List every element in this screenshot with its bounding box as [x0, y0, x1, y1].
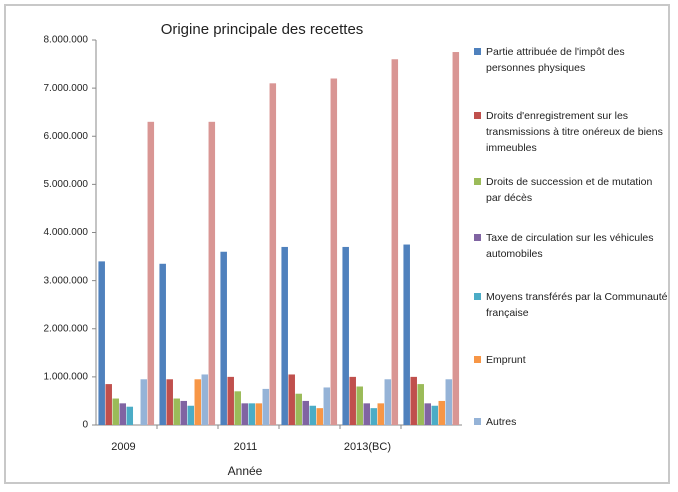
legend-swatch: [474, 293, 481, 300]
bar: [166, 379, 173, 425]
y-tick-label: 5.000.000: [44, 179, 89, 190]
bar: [227, 376, 234, 425]
legend-item: Partie attribuée de l'impôt des personne…: [474, 44, 669, 76]
bar: [316, 408, 324, 425]
y-tick-label: 4.000.000: [44, 227, 89, 238]
bar: [159, 263, 166, 425]
frame: [4, 4, 670, 484]
bar: [431, 405, 439, 425]
bar: [424, 403, 431, 425]
x-tick-label: 2011: [234, 441, 258, 453]
y-tick-label: 3.000.000: [44, 275, 89, 286]
bar: [391, 59, 399, 425]
legend-swatch: [474, 178, 481, 185]
bar: [452, 52, 460, 425]
legend-label: Partie attribuée de l'impôt des personne…: [486, 46, 625, 74]
bar: [309, 405, 317, 425]
bar: [403, 244, 410, 425]
bar: [262, 388, 270, 425]
legend-item: Moyens transférés par la Communauté fran…: [474, 289, 669, 321]
bar: [356, 386, 363, 425]
bar: [349, 376, 356, 425]
bar: [147, 121, 155, 425]
bar: [201, 374, 209, 425]
legend-swatch: [474, 356, 481, 363]
bar: [220, 251, 227, 425]
bar: [255, 403, 263, 425]
bar: [126, 406, 134, 425]
legend-label: Autres: [486, 416, 517, 428]
bar: [234, 391, 241, 425]
bar: [438, 400, 446, 425]
bar: [140, 379, 148, 425]
bar: [241, 403, 248, 425]
bar: [194, 379, 202, 425]
bar: [119, 403, 126, 425]
legend-item: Droits d'enregistrement sur les transmis…: [474, 108, 669, 156]
y-tick-label: 0: [82, 420, 88, 431]
bar: [248, 403, 256, 425]
y-tick-label: 1.000.000: [44, 372, 89, 383]
bar: [377, 403, 385, 425]
legend-label: Emprunt: [486, 354, 526, 366]
bar: [410, 376, 417, 425]
legend-label: Moyens transférés par la Communauté fran…: [486, 291, 668, 319]
x-tick-label: 2013(BC): [344, 441, 391, 453]
legend-swatch: [474, 234, 481, 241]
legend-swatch: [474, 48, 481, 55]
legend-item: Droits de succession et de mutation par …: [474, 174, 669, 206]
legend-swatch: [474, 112, 481, 119]
bar: [363, 403, 370, 425]
bar: [370, 408, 378, 425]
bar: [295, 393, 302, 425]
y-tick-label: 2.000.000: [44, 323, 89, 334]
bar: [445, 379, 453, 425]
y-tick-label: 6.000.000: [44, 131, 89, 142]
legend-label: Taxe de circulation sur les véhicules au…: [486, 232, 654, 260]
bar: [105, 384, 112, 425]
bar: [323, 387, 331, 425]
bar: [302, 400, 309, 425]
x-axis-label: Année: [228, 464, 263, 478]
bar: [417, 384, 424, 425]
bar: [281, 246, 288, 425]
legend-label: Droits de succession et de mutation par …: [486, 176, 653, 204]
legend-item: Emprunt: [474, 352, 669, 368]
bar: [112, 398, 119, 425]
bar: [98, 261, 105, 425]
bar: [288, 374, 295, 425]
bar: [269, 83, 277, 425]
legend-item: Autres: [474, 414, 669, 430]
x-tick-label: 2009: [111, 441, 135, 453]
legend-item: Taxe de circulation sur les véhicules au…: [474, 230, 669, 262]
bar: [187, 405, 195, 425]
legend-swatch: [474, 418, 481, 425]
y-tick-label: 7.000.000: [44, 83, 89, 94]
bar: [173, 398, 180, 425]
legend-label: Droits d'enregistrement sur les transmis…: [486, 110, 663, 154]
bar: [342, 246, 349, 425]
chart-title: Origine principale des recettes: [161, 21, 364, 38]
bar: [384, 379, 392, 425]
y-tick-label: 8.000.000: [44, 35, 89, 46]
bar: [330, 78, 338, 425]
bar: [180, 400, 187, 425]
bar: [208, 121, 216, 425]
